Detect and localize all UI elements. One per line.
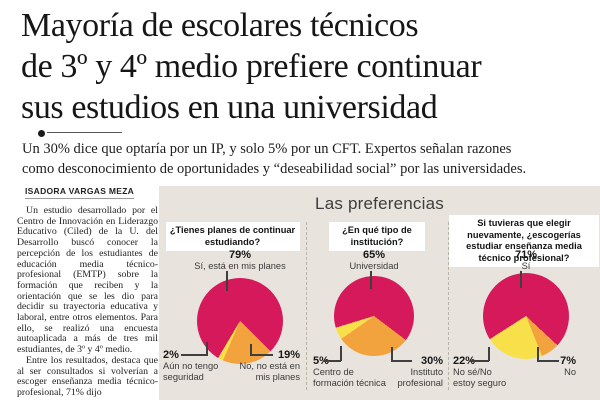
- callout-line: [226, 271, 228, 291]
- slice-label-top: 79% Sí, está en mis planes: [180, 249, 300, 272]
- column-divider: [448, 222, 449, 390]
- byline: ISADORA VARGAS MEZA: [25, 186, 135, 199]
- callout-line: [370, 271, 372, 289]
- headline: Mayoría de escolares técnicos de 3º y 4º…: [21, 5, 599, 128]
- section-rule: [47, 132, 122, 133]
- slice-label-bottom-right: 30% Instituto profesional: [365, 355, 443, 389]
- slice-text: No, no está en mis planes: [239, 361, 300, 382]
- subheadline: Un 30% dice que optaría por un IP, y sol…: [22, 139, 600, 179]
- slice-percent: 30%: [420, 355, 443, 367]
- callout-line: [250, 344, 252, 356]
- callout-line: [520, 271, 522, 288]
- section-bullet: [38, 130, 45, 137]
- slice-text: Instituto profesional: [397, 367, 443, 388]
- slice-percent: 71%: [514, 249, 538, 261]
- chart-column-2: ¿En qué tipo de institución? 65% Univers…: [306, 186, 448, 400]
- callout-line: [391, 347, 393, 361]
- slice-label-bottom-left: 2% Aún no tengo seguridad: [163, 349, 241, 383]
- slice-percent: 19%: [277, 349, 300, 361]
- slice-percent: 65%: [362, 249, 386, 261]
- headline-line-3: sus estudios en una universidad: [21, 89, 438, 126]
- pie-chart-2: [334, 276, 414, 356]
- callout-line: [470, 360, 489, 362]
- callout-line: [181, 354, 207, 356]
- slice-label-bottom-right: 7% No: [498, 355, 576, 378]
- slice-text: No sé/No estoy seguro: [453, 367, 507, 388]
- slice-percent: 79%: [228, 249, 252, 261]
- slice-percent: 2%: [163, 349, 179, 361]
- slice-text: Universidad: [349, 261, 399, 271]
- subheadline-line-1: Un 30% dice que optaría por un IP, y sol…: [22, 141, 512, 157]
- pie-chart-1: [197, 278, 283, 364]
- column-divider: [306, 222, 307, 390]
- slice-label-top: 65% Universidad: [314, 249, 434, 272]
- body-paragraph-1: Un estudio desarrollado por el Centro de…: [17, 205, 158, 356]
- infographic-panel: Las preferencias ¿Tienes planes de conti…: [159, 186, 600, 400]
- chart-question-3: Si tuvieras que elegir nuevamente, ¿esco…: [449, 215, 599, 267]
- body-paragraph-2: Entre los resultados, destaca que al ser…: [17, 354, 158, 398]
- slice-percent: 7%: [560, 355, 576, 367]
- callout-line: [340, 346, 342, 361]
- slice-label-top: 71% Sí: [466, 249, 586, 272]
- pie-chart-3: [483, 273, 569, 359]
- headline-line-1: Mayoría de escolares técnicos: [21, 7, 419, 44]
- slice-text: Sí, está en mis planes: [194, 261, 286, 271]
- slice-text: Centro de formación técnica: [313, 367, 386, 388]
- callout-line: [537, 360, 559, 362]
- slice-percent: 5%: [313, 355, 329, 367]
- callout-line: [391, 360, 412, 362]
- chart-column-3: Si tuvieras que elegir nuevamente, ¿esco…: [448, 186, 600, 400]
- callout-line: [250, 354, 273, 356]
- callout-line: [537, 347, 539, 361]
- chart-question-1: ¿Tienes planes de continuar estudiando?: [165, 222, 300, 251]
- chart-column-1: ¿Tienes planes de continuar estudiando? …: [159, 186, 306, 400]
- slice-text: Aún no tengo seguridad: [163, 361, 219, 382]
- article-body: Un estudio desarrollado por el Centro de…: [17, 205, 158, 399]
- headline-line-2: de 3º y 4º medio prefiere continuar: [21, 48, 482, 85]
- infographic-title: Las preferencias: [315, 194, 444, 213]
- slice-label-bottom-left: 22% No sé/No estoy seguro: [453, 355, 531, 389]
- callout-line: [488, 347, 490, 361]
- slice-text: Sí: [521, 261, 531, 271]
- callout-line: [206, 342, 208, 356]
- slice-label-bottom-right: 19% No, no está en mis planes: [222, 349, 300, 383]
- slice-percent: 22%: [453, 355, 476, 367]
- slice-label-bottom-left: 5% Centro de formación técnica: [313, 355, 391, 389]
- subheadline-line-2: como desconocimiento de oportunidades y …: [22, 161, 527, 177]
- callout-line: [324, 360, 341, 362]
- slice-text: No: [564, 367, 576, 377]
- chart-question-2: ¿En qué tipo de institución?: [329, 222, 425, 251]
